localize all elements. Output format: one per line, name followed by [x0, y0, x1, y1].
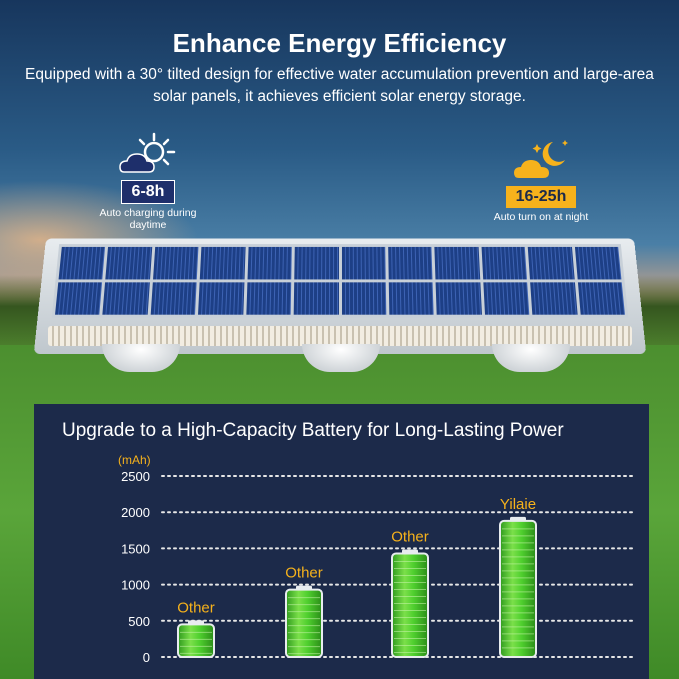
category-label: Other — [285, 565, 323, 582]
solar-cell — [106, 247, 152, 279]
battery-body — [178, 624, 214, 657]
solar-cell — [388, 247, 433, 279]
y-tick-label: 0 — [143, 650, 150, 665]
solar-cell — [435, 247, 480, 279]
solar-cell — [436, 282, 482, 315]
solar-cell — [59, 247, 106, 279]
solar-cell — [246, 282, 291, 315]
y-axis-unit: (mAh) — [118, 453, 151, 467]
moon-cloud-icon — [509, 138, 573, 182]
solar-cell — [530, 282, 577, 315]
solar-cell — [341, 282, 386, 315]
solar-cell — [247, 247, 292, 279]
solar-cell — [55, 282, 102, 315]
solar-cell — [200, 247, 245, 279]
solar-cell — [103, 282, 150, 315]
solar-cells — [52, 244, 629, 318]
solar-cell — [575, 247, 622, 279]
y-tick-label: 2000 — [121, 505, 150, 520]
battery-bar — [178, 620, 214, 657]
battery-bar — [286, 586, 322, 657]
y-tick-label: 1000 — [121, 578, 150, 593]
light-strip — [48, 326, 632, 346]
battery-body — [500, 521, 536, 657]
page-subtitle: Equipped with a 30° tilted design for ef… — [24, 64, 655, 108]
battery-capacity-chart: Upgrade to a High-Capacity Battery for L… — [34, 404, 649, 679]
y-tick-label: 1500 — [121, 541, 150, 556]
sun-cloud-icon — [116, 132, 180, 176]
solar-cell — [151, 282, 197, 315]
night-lighting-time: 16-25h — [506, 186, 577, 208]
solar-cell — [483, 282, 529, 315]
day-charging-time: 6-8h — [121, 180, 176, 204]
y-tick-label: 2500 — [121, 469, 150, 484]
solar-cell — [294, 282, 339, 315]
solar-cell — [481, 247, 527, 279]
day-charging-badge: 6-8h Auto charging during daytime — [98, 132, 198, 231]
solar-cell — [389, 282, 434, 315]
category-label: Other — [391, 528, 429, 545]
solar-cell — [577, 282, 625, 315]
solar-light-product — [40, 236, 640, 386]
solar-cell — [341, 247, 385, 279]
day-charging-caption: Auto charging during daytime — [98, 207, 198, 231]
lamp-lens — [102, 344, 180, 372]
solar-cell — [198, 282, 244, 315]
y-tick-label: 500 — [128, 614, 150, 629]
category-label: Yilaie — [500, 496, 536, 513]
page-title: Enhance Energy Efficiency — [0, 28, 679, 59]
lamp-lens — [302, 344, 380, 372]
battery-body — [392, 553, 428, 657]
battery-bar — [500, 517, 536, 657]
solar-cell — [294, 247, 338, 279]
chart-plot: (mAh) 2500 2000 1500 1000 500 0 Other Other Oth… — [34, 404, 649, 679]
solar-cell — [153, 247, 199, 279]
category-label: Other — [177, 599, 215, 616]
solar-cell — [528, 247, 574, 279]
lamp-lens — [492, 344, 570, 372]
night-lighting-badge: 16-25h Auto turn on at night — [476, 138, 606, 223]
night-lighting-caption: Auto turn on at night — [476, 211, 606, 223]
battery-bar — [392, 549, 428, 657]
